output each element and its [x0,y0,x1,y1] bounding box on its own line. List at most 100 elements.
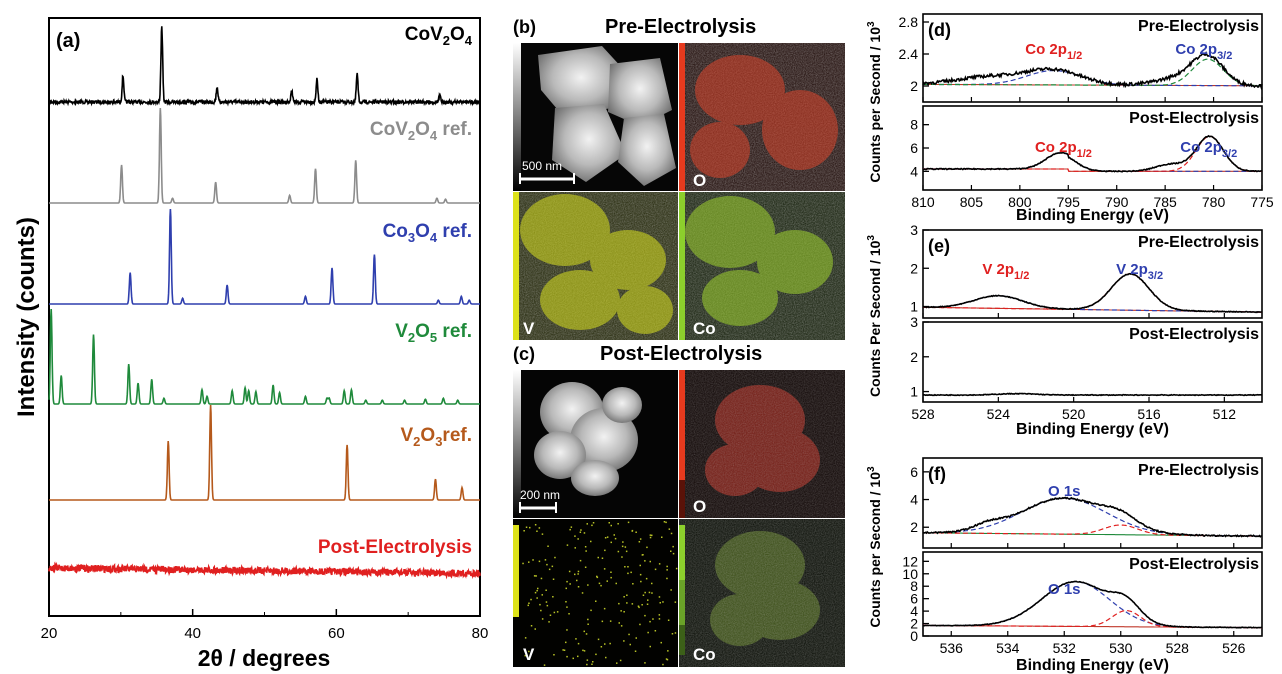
panel-e-subplot-frame [922,321,1263,403]
xtick-label: 530 [1109,640,1133,656]
particle [618,114,676,186]
xtick-label: 516 [1137,406,1161,422]
ytick-label: 3 [910,314,918,330]
xtick-label: 795 [1057,194,1081,210]
panel-a-series-label: CoV2O4 [405,24,473,48]
panel-b-title: Pre-Electrolysis [605,16,756,38]
subplot-heading: Pre-Electrolysis [1138,18,1259,35]
pre-co-colorbar [679,192,685,340]
xtick-label: 528 [1166,640,1190,656]
ytick-label: 0 [910,628,918,644]
panel-a-xtick-label: 40 [184,625,201,642]
measured-spectrum [922,51,1263,91]
subplot-heading: Pre-Electrolysis [1138,462,1259,479]
ytick-label: 2.8 [899,14,919,30]
measured-spectrum [922,580,1262,629]
pre-scale-label: 500 nm [522,159,562,173]
panel-a-series-line [48,561,481,580]
panel-d-xps: 2 2.4 2.8 Pre-Electrolysis Co 2p1/2 Co 2p3/2 4… [866,13,1274,224]
ytick-label: 4 [910,603,918,619]
post-scale-label: 200 nm [520,488,560,502]
particle [538,46,624,116]
peak-annotation: Co 2p3/2 [1175,41,1232,62]
pre-o-label: O [693,171,706,190]
xtick-label: 785 [1153,194,1177,210]
ytick-label: 8 [910,578,918,594]
panel-a-xtick-label: 80 [472,625,489,642]
ytick-label: 10 [902,566,918,582]
pre-o-colorbar [679,43,685,191]
ytick-label: 2 [910,616,918,632]
xtick-label: 805 [960,194,984,210]
peak-annotation: Co 2p3/2 [1180,139,1237,160]
panel-a-series-label: Co3O4 ref. [383,221,472,245]
post-v-map [513,519,678,667]
xtick-label: 790 [1105,194,1129,210]
subplot-heading: Post-Electrolysis [1129,326,1259,343]
pre-co-label: Co [693,319,716,338]
post-co-label: Co [693,645,716,664]
subplot-heading: Post-Electrolysis [1129,556,1259,573]
fit-component [923,497,1262,537]
xtick-label: 520 [1062,406,1086,422]
ytick-label: 12 [902,553,918,569]
post-o-label: O [693,497,706,516]
xtick-label: 512 [1213,406,1237,422]
xtick-label: 810 [911,194,935,210]
particle [608,58,672,126]
ytick-label: 2 [910,260,918,276]
panel-d-xlabel: Binding Energy (eV) [1016,207,1169,224]
panel-a-ylabel: Intensity (counts) [13,217,40,417]
particle [552,104,626,182]
peak-annotation: O 1s [1048,483,1081,500]
xtick-label: 526 [1222,640,1246,656]
measured-spectrum [922,392,1263,397]
xtick-label: 780 [1202,194,1226,210]
panel-a-xlabel: 2θ / degrees [198,645,331,671]
panel-a-series-label: Post-Electrolysis [318,537,472,558]
peak-annotation: V 2p1/2 [982,261,1029,282]
panel-e-xlabel: Binding Energy (eV) [1016,421,1169,438]
peak-annotation: Co 2p1/2 [1025,41,1082,62]
peak-annotation: O 1s [1048,581,1081,598]
subplot-heading: Pre-Electrolysis [1138,234,1259,251]
panel-a-xtick-label: 60 [328,625,345,642]
panel-e-label: (e) [928,236,950,256]
measured-spectrum [922,272,1263,314]
subplot-heading: Post-Electrolysis [1129,110,1259,127]
ytick-label: 2.4 [899,46,919,62]
panel-e-subplot-frame [922,229,1263,319]
panel-a-series-line [49,208,480,305]
panel-f-subplot-frame [922,551,1263,637]
pre-v-colorbar [513,192,519,340]
panel-c-label: (c) [513,344,535,364]
panel-a-series-label: V2O3ref. [400,425,472,449]
panel-a-series-label: V2O5 ref. [395,321,472,345]
panel-d-label: (d) [928,20,951,40]
ytick-label: 1 [910,384,918,400]
panel-a-series-label: CoV2O4 ref. [370,119,472,143]
panel-a-xrd: CoV2O4 CoV2O4 ref. Co3O4 ref. V2O5 ref. V2O3… [13,17,489,671]
ytick-label: 2 [910,519,918,535]
fit-component [923,58,1262,87]
ytick-label: 2 [910,78,918,94]
ytick-label: 4 [910,492,918,508]
panel-c-title: Post-Electrolysis [600,343,762,365]
panel-a-series-line [49,404,480,501]
xtick-label: 800 [1008,194,1032,210]
fit-component [923,524,1262,537]
panel-a-series-line [49,107,480,204]
ytick-label: 4 [910,163,918,179]
panel-b-eds-pre: (b) Pre-Electrolysis 500 nm O V [513,16,845,340]
panel-a-frame [48,17,481,617]
panel-e-xps: 1 2 3 Pre-Electrolysis V 2p1/2 V 2p3/2 1 2 3 Post… [866,222,1263,438]
xtick-label: 532 [1053,640,1077,656]
ytick-label: 3 [910,222,918,238]
panel-f-xlabel: Binding Energy (eV) [1016,657,1169,674]
panel-a-series-line [48,26,481,107]
peak-annotation: Co 2p1/2 [1035,139,1092,160]
panel-c-eds-post: (c) Post-Electrolysis 200 nm O V Co [513,343,845,667]
panel-d-ylabel: Counts per Second / 103 [866,21,883,183]
